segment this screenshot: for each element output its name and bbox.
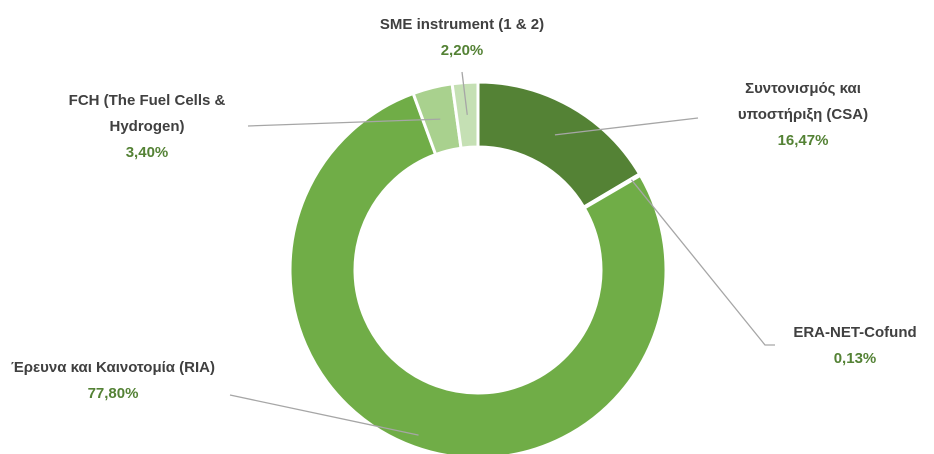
category-name: SME instrument (1 & 2) — [379, 16, 545, 33]
leader-line — [247, 118, 441, 127]
value-label: 3,40% — [125, 144, 169, 161]
leader-line — [554, 117, 699, 136]
leader-line — [229, 394, 419, 436]
value-label: 0,13% — [833, 350, 877, 367]
slice-label: FCH (The Fuel Cells & Hydrogen) 3,40% — [42, 88, 252, 166]
category-name: ERA-NET-Cofund — [793, 324, 917, 341]
leader-line — [461, 71, 468, 115]
value-label: 77,80% — [87, 385, 139, 402]
leader-line — [630, 179, 775, 346]
value-label: 2,20% — [440, 42, 484, 59]
slice — [450, 80, 480, 150]
slice-label: ERA-NET-Cofund 0,13% — [765, 320, 934, 372]
value-label: 16,47% — [777, 132, 829, 149]
slice-label: SME instrument (1 & 2) 2,20% — [352, 12, 572, 64]
slice-label: Έρευνα και Καινοτομία (RIA) 77,80% — [0, 355, 226, 407]
slice — [288, 91, 668, 454]
slice-label: Συντονισμός και υποστήριξη (CSA) 16,47% — [718, 76, 888, 154]
category-name: Συντονισμός και υποστήριξη (CSA) — [737, 80, 869, 123]
category-name: Έρευνα και Καινοτομία (RIA) — [10, 359, 216, 376]
category-name: FCH (The Fuel Cells & Hydrogen) — [68, 92, 226, 135]
